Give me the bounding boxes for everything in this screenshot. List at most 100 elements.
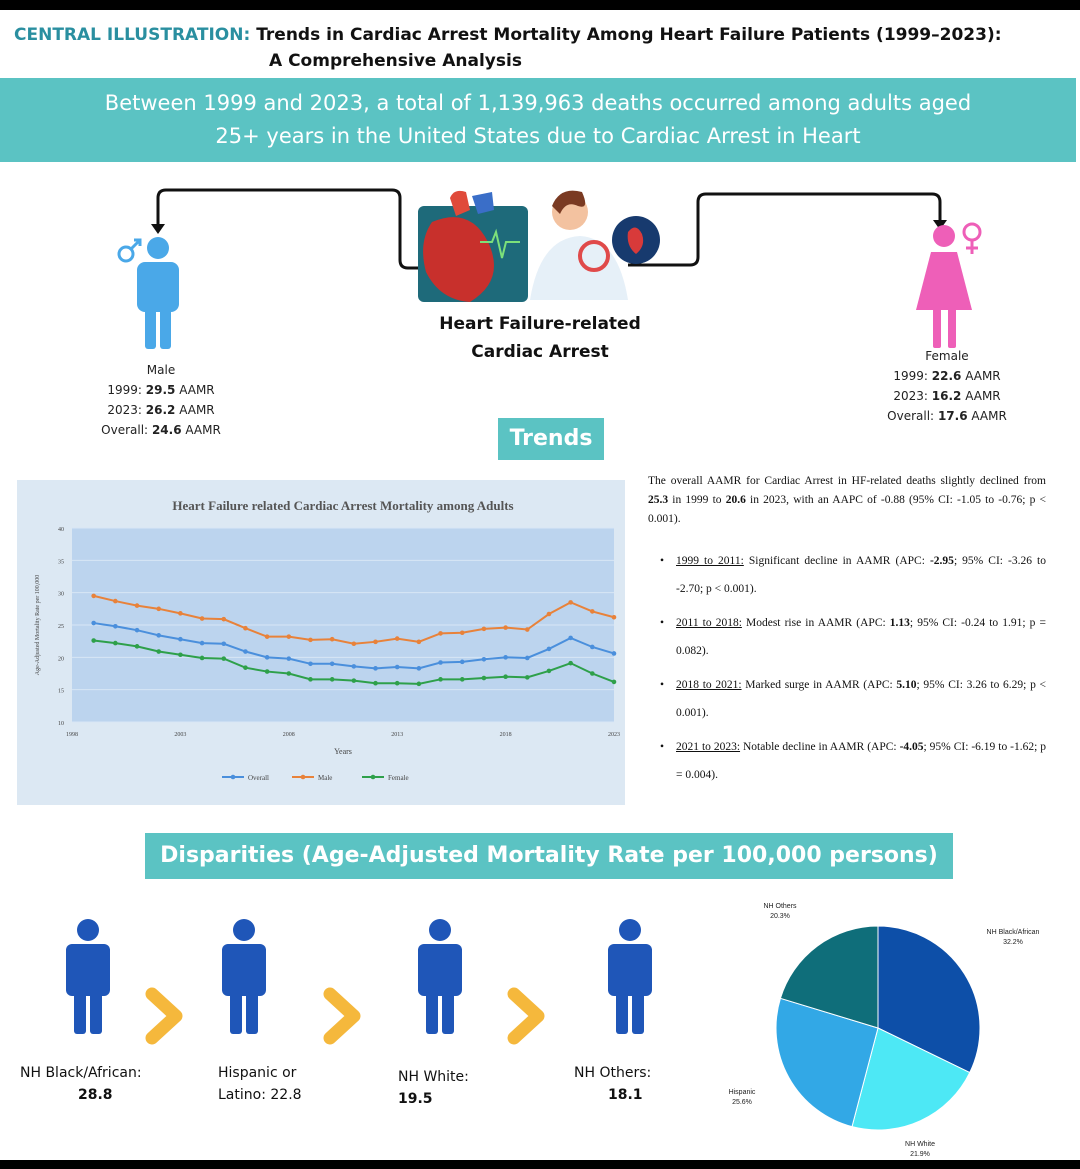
data-point xyxy=(373,680,378,686)
y-tick-label: 35 xyxy=(58,559,64,565)
x-tick-label: 2013 xyxy=(391,732,403,738)
female-overall-label: Overall: xyxy=(887,409,935,423)
pie-label-white: NH White 21.9% xyxy=(890,1140,950,1160)
group-white: NH White: 19.5 xyxy=(398,1066,518,1110)
data-point xyxy=(351,678,357,683)
data-point xyxy=(308,677,313,682)
list-item: 2018 to 2021: Marked surge in AAMR (APC:… xyxy=(648,671,1046,727)
data-point xyxy=(438,631,443,636)
summary-banner: Between 1999 and 2023, a total of 1,139,… xyxy=(0,78,1076,162)
y-tick-label: 20 xyxy=(58,656,64,662)
male-overall-value: 24.6 xyxy=(151,423,182,437)
data-point xyxy=(611,614,617,620)
header-label: CENTRAL ILLUSTRATION: xyxy=(14,25,251,45)
group-value: 28.8 xyxy=(78,1087,113,1103)
period-ci: ; 95% CI: -0.24 to 1.91; p = 0.082). xyxy=(676,617,1046,657)
group-hispanic: Hispanic or Latino: 22.8 xyxy=(218,1062,358,1106)
list-item: 2011 to 2018: Modest rise in AAMR (APC: … xyxy=(648,609,1046,665)
male-label: Male xyxy=(146,363,176,377)
data-point xyxy=(590,609,595,614)
pie-label-hispanic: Hispanic 25.6% xyxy=(712,1088,772,1108)
arrow-right-icon xyxy=(933,220,947,230)
data-point xyxy=(459,659,465,665)
data-point xyxy=(221,641,227,647)
male-1999-value: 29.5 xyxy=(145,383,176,397)
pie-label-name: Hispanic xyxy=(728,1089,756,1096)
pie-slice-hispanic xyxy=(775,997,879,1128)
data-point xyxy=(178,636,183,642)
group-label: Hispanic or xyxy=(218,1065,297,1081)
summary-post: in 2023, with an AAPC of -0.88 (95% CI: … xyxy=(648,494,1046,525)
male-overall-unit: AAMR xyxy=(185,423,221,437)
female-stats: Female 1999: 22.6 AAMR 2023: 16.2 AAMR O… xyxy=(862,346,1032,426)
data-point xyxy=(611,651,617,656)
y-tick-label: 40 xyxy=(58,527,64,533)
center-title: Heart Failure-related Cardiac Arrest xyxy=(405,310,675,366)
female-2023-label: 2023: xyxy=(893,389,928,403)
data-point xyxy=(264,669,270,674)
data-point xyxy=(416,681,422,687)
data-point xyxy=(199,640,205,646)
person-icon-black-african xyxy=(66,919,110,1034)
female-2023: 2023: 16.2 AAMR xyxy=(862,386,1032,406)
data-point xyxy=(503,674,508,680)
x-axis-label: Years xyxy=(334,747,352,756)
male-overall: Overall: 24.6 AAMR xyxy=(76,420,246,440)
data-point xyxy=(264,655,270,660)
data-point xyxy=(524,655,530,661)
data-point xyxy=(134,603,140,608)
data-point xyxy=(221,656,227,661)
period-apc: -2.95 xyxy=(929,555,954,567)
chevron-right-icon xyxy=(145,987,183,1045)
data-point xyxy=(264,634,270,639)
center-line1: Heart Failure-related xyxy=(439,314,641,334)
heart-illustration-icon xyxy=(418,190,528,302)
x-tick-label: 2003 xyxy=(174,732,186,738)
connector-lines xyxy=(156,188,942,270)
data-point xyxy=(416,666,422,671)
chevron-right-icon xyxy=(507,987,545,1045)
group-value: 22.8 xyxy=(270,1087,302,1103)
line-chart-panel: Heart Failure related Cardiac Arrest Mor… xyxy=(17,480,625,805)
summary-value-2023: 20.6 xyxy=(725,494,746,506)
period-text: Modest rise in AAMR (APC: xyxy=(741,617,890,629)
data-point xyxy=(243,649,248,654)
pie-label-value: 21.9% xyxy=(910,1151,930,1158)
period-label: 2018 to 2021: xyxy=(676,679,742,691)
header-title-line1: Trends in Cardiac Arrest Mortality Among… xyxy=(256,25,1002,45)
male-2023: 2023: 26.2 AAMR xyxy=(76,400,246,420)
pie-label-value: 25.6% xyxy=(732,1099,752,1106)
group-black-african: NH Black/African: 28.8 xyxy=(20,1062,190,1106)
female-1999-label: 1999: xyxy=(893,369,928,383)
data-point xyxy=(156,649,162,654)
pie-label-others: NH Others 20.3% xyxy=(750,902,810,922)
data-point xyxy=(308,661,313,667)
line-chart: Heart Failure related Cardiac Arrest Mor… xyxy=(35,498,620,782)
trend-periods-list: 1999 to 2011: Significant decline in AAM… xyxy=(648,547,1046,789)
disparities-pill: Disparities (Age-Adjusted Mortality Rate… xyxy=(145,833,953,879)
y-axis-label: Age-Adjusted Mortality Rate per 100,000 xyxy=(35,575,41,675)
data-point xyxy=(438,677,443,682)
pie-slice-nh-white xyxy=(851,1027,971,1131)
central-illustration: CENTRAL ILLUSTRATION: Trends in Cardiac … xyxy=(0,10,1080,1160)
period-text: Marked surge in AAMR (APC: xyxy=(741,679,897,691)
center-line2: Cardiac Arrest xyxy=(471,342,609,362)
data-point xyxy=(286,634,292,639)
top-illustration xyxy=(117,188,982,349)
data-point xyxy=(459,630,465,636)
y-tick-label: 25 xyxy=(58,624,64,630)
period-text: Notable decline in AAMR (APC: xyxy=(740,741,900,753)
data-point xyxy=(503,655,508,660)
data-point xyxy=(611,679,617,685)
period-apc: 5.10 xyxy=(896,679,917,691)
male-1999: 1999: 29.5 AAMR xyxy=(76,380,246,400)
group-others: NH Others: 18.1 xyxy=(574,1062,694,1106)
data-point xyxy=(113,640,118,646)
data-point xyxy=(134,627,140,633)
group-value: 18.1 xyxy=(608,1087,643,1103)
pie-label-value: 32.2% xyxy=(1003,939,1023,946)
pie-label-name: NH White xyxy=(905,1141,935,1148)
male-1999-unit: AAMR xyxy=(179,383,215,397)
male-overall-label: Overall: xyxy=(101,423,149,437)
female-overall: Overall: 17.6 AAMR xyxy=(862,406,1032,426)
